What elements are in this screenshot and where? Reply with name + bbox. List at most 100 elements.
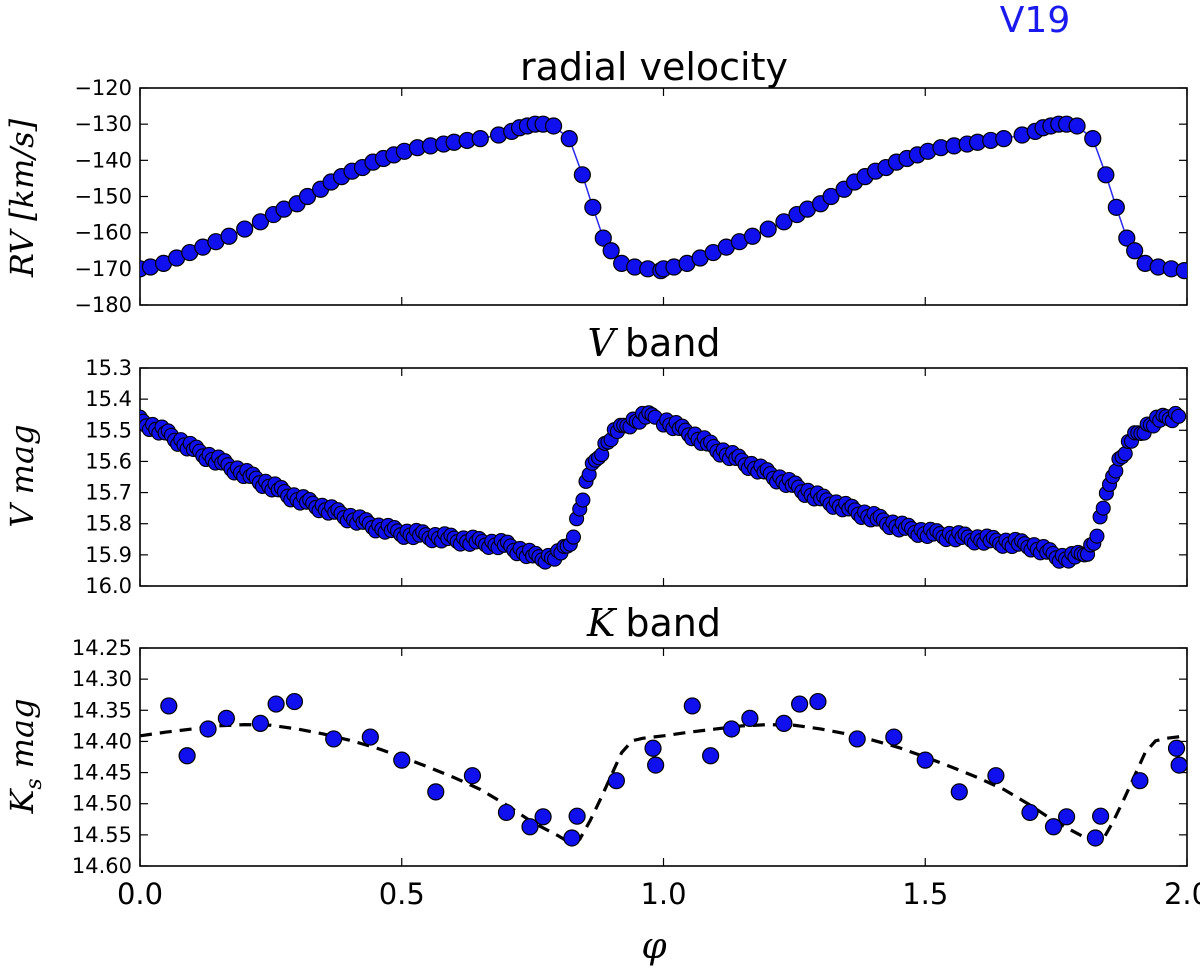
- v-data-layer: [140, 405, 1187, 570]
- v-ytick-label: 15.6: [85, 449, 132, 473]
- rv-point: [1175, 262, 1187, 280]
- k-ylabel: Ks mag: [3, 698, 47, 814]
- v-ytick-label: 15.8: [85, 512, 132, 536]
- k-point: [217, 709, 235, 727]
- k-point: [702, 747, 720, 765]
- rv-point: [743, 227, 762, 245]
- v-point: [1171, 408, 1187, 424]
- k-point: [916, 751, 934, 769]
- rv-point: [1126, 242, 1144, 260]
- k-fit-line: [140, 723, 1187, 845]
- rv-ylabel: RV [km/s]: [3, 118, 41, 278]
- k-point: [463, 767, 482, 785]
- v-title-text: band: [625, 321, 721, 365]
- rv-point: [759, 220, 777, 238]
- v-ytick-label: 15.7: [85, 481, 132, 505]
- rv-ytick-label: −180: [74, 293, 132, 317]
- k-point: [809, 692, 827, 711]
- k-ytick-label: 14.40: [72, 729, 132, 753]
- rv-point: [1084, 130, 1102, 148]
- k-point: [1021, 803, 1039, 822]
- x-tick-label: 1.0: [640, 877, 686, 911]
- k-ytick-label: 14.25: [72, 636, 132, 660]
- k-point: [497, 803, 516, 822]
- k-point: [568, 807, 586, 825]
- k-point: [1170, 756, 1187, 774]
- k-point: [683, 697, 701, 715]
- rv-point: [220, 227, 238, 245]
- k-point: [722, 720, 741, 738]
- rv-point: [594, 229, 612, 247]
- rv-ytick-label: −150: [74, 185, 132, 209]
- k-point: [1086, 829, 1104, 847]
- k-point: [1167, 739, 1186, 757]
- k-point: [791, 695, 809, 713]
- k-point: [178, 747, 196, 765]
- rv-ytick-label: −170: [74, 257, 132, 281]
- k-point: [775, 714, 793, 732]
- rv-point: [471, 130, 489, 148]
- v-ytick-label: 15.5: [85, 418, 132, 442]
- v-plot: 15.3 15.4 15.5 15.6 15.7 15.8 15.9 16.0: [85, 356, 1188, 598]
- k-point: [950, 783, 968, 801]
- rv-point: [1068, 117, 1086, 135]
- k-point: [251, 714, 270, 732]
- v-point: [1089, 528, 1105, 544]
- k-point: [885, 728, 903, 746]
- rv-point: [602, 242, 620, 260]
- x-tick-label: 0.0: [117, 877, 163, 911]
- rv-ytick-label: −140: [74, 148, 132, 172]
- rv-point: [584, 198, 602, 216]
- k-point: [1044, 818, 1063, 836]
- rv-plot: −120 −130 −140 −150 −160 −170 −180: [74, 76, 1188, 317]
- rv-point: [251, 213, 270, 231]
- k-point: [848, 730, 866, 748]
- k-point: [393, 751, 411, 769]
- v-ytick-label: 15.4: [85, 387, 132, 411]
- k-point: [1057, 808, 1076, 826]
- k-point: [1131, 772, 1149, 790]
- k-ytick-label: 14.55: [72, 823, 132, 847]
- k-point: [199, 720, 217, 738]
- v-point: [565, 529, 582, 545]
- k-title-symbol: K: [586, 601, 618, 645]
- k-ylabel-sub: s: [22, 778, 47, 789]
- k-point: [160, 697, 178, 715]
- rv-point: [560, 130, 578, 148]
- k-point: [607, 772, 625, 790]
- rv-ylabel-unit: [km/s]: [3, 118, 41, 220]
- k-point: [325, 730, 343, 748]
- rv-ytick-label: −120: [74, 76, 132, 100]
- k-ytick-label: 14.35: [72, 698, 132, 722]
- v-ylabel: V mag: [3, 424, 41, 527]
- k-point: [987, 767, 1005, 785]
- rv-point: [822, 187, 840, 206]
- k-point: [285, 692, 304, 711]
- k-axes-frame: [139, 647, 1188, 867]
- rv-point: [544, 117, 563, 135]
- rv-point: [995, 130, 1013, 148]
- star-label: V19: [1000, 0, 1070, 41]
- rv-title: radial velocity: [520, 45, 788, 89]
- rv-ylabel-main: RV: [3, 228, 41, 278]
- k-point: [267, 695, 285, 713]
- k-point: [741, 709, 759, 727]
- x-tick-label: 1.5: [902, 877, 948, 911]
- x-axis-label: φ: [641, 926, 667, 967]
- k-point: [427, 783, 445, 801]
- v-point: [1095, 500, 1111, 516]
- k-point: [521, 818, 539, 836]
- k-ytick-label: 14.45: [72, 761, 132, 785]
- x-tick-label: 2.0: [1164, 877, 1200, 911]
- k-point: [1092, 807, 1110, 825]
- k-ytick-label: 14.50: [72, 792, 132, 816]
- rv-point: [573, 166, 591, 184]
- v-ytick-label: 15.9: [85, 543, 132, 567]
- k-point: [647, 756, 665, 774]
- x-tick-label: 0.5: [379, 877, 425, 911]
- rv-point: [1097, 166, 1115, 184]
- rv-point: [775, 213, 793, 231]
- rv-ytick-label: −130: [74, 112, 132, 136]
